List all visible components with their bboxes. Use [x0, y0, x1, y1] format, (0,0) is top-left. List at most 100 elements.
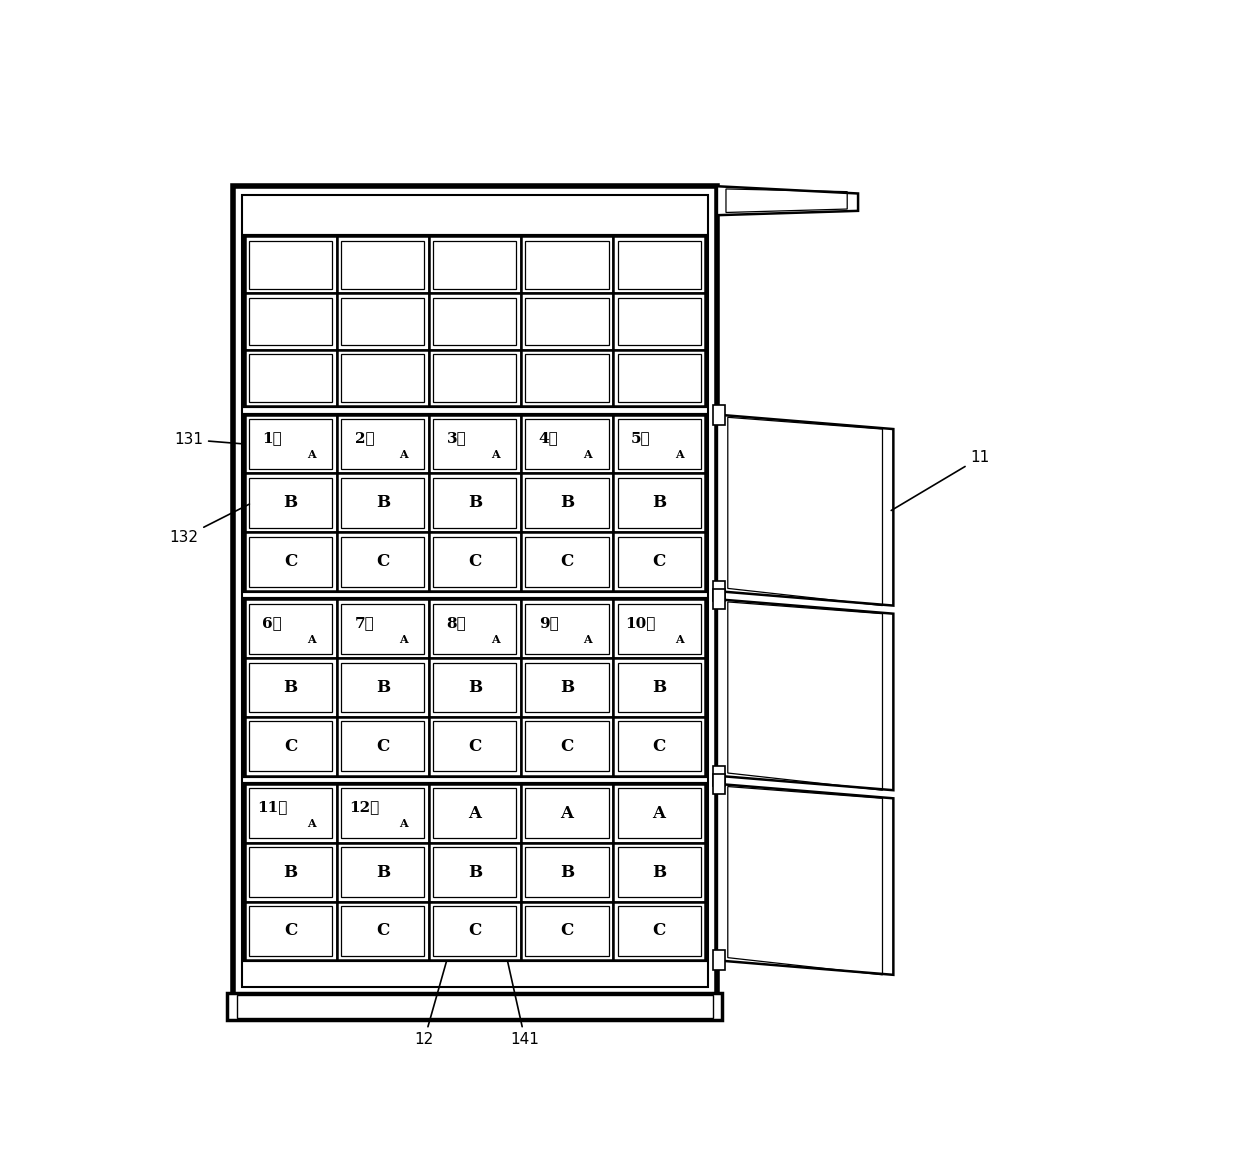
Bar	[713, 582, 725, 602]
Text: 11月: 11月	[257, 800, 288, 814]
Bar	[249, 478, 332, 528]
Bar	[618, 419, 701, 469]
Bar	[337, 784, 429, 842]
Bar	[249, 906, 332, 955]
Bar	[337, 415, 429, 474]
Text: A: A	[306, 818, 315, 830]
Bar	[227, 993, 723, 1020]
Bar	[248, 787, 702, 956]
Bar	[526, 297, 609, 345]
Bar	[618, 604, 701, 653]
Bar	[337, 717, 429, 776]
Bar	[341, 355, 424, 402]
Bar	[526, 419, 609, 469]
Text: 10月: 10月	[625, 616, 656, 630]
Bar	[244, 415, 337, 474]
Bar	[244, 236, 337, 293]
Bar	[613, 599, 706, 658]
Text: C: C	[652, 553, 666, 570]
Bar	[429, 350, 521, 407]
Text: 3月: 3月	[446, 431, 466, 445]
Text: C: C	[560, 738, 574, 754]
Text: A: A	[583, 633, 591, 645]
Text: C: C	[652, 738, 666, 754]
Text: A: A	[306, 449, 315, 461]
Bar	[433, 906, 516, 955]
Text: A: A	[675, 449, 683, 461]
Text: 132: 132	[170, 504, 249, 545]
Bar	[526, 537, 609, 586]
Bar	[429, 293, 521, 350]
Polygon shape	[717, 186, 858, 215]
Bar	[244, 658, 337, 717]
Text: B: B	[376, 864, 389, 880]
Bar	[249, 663, 332, 712]
Bar	[337, 293, 429, 350]
Bar	[242, 195, 708, 987]
Bar	[521, 236, 613, 293]
Bar	[526, 241, 609, 289]
Bar	[713, 951, 725, 971]
Bar	[618, 241, 701, 289]
Polygon shape	[717, 784, 893, 975]
Bar	[233, 186, 717, 996]
Text: 1月: 1月	[263, 431, 283, 445]
Text: B: B	[652, 495, 666, 511]
Bar	[613, 532, 706, 591]
Bar	[244, 599, 337, 658]
Bar	[341, 847, 424, 897]
Bar	[244, 599, 706, 776]
Text: B: B	[284, 864, 298, 880]
Text: C: C	[376, 738, 389, 754]
Bar	[244, 474, 337, 532]
Bar	[341, 906, 424, 955]
Text: B: B	[284, 495, 298, 511]
Bar	[713, 589, 725, 609]
Text: C: C	[284, 922, 298, 940]
Bar	[526, 355, 609, 402]
Polygon shape	[717, 415, 893, 605]
Bar	[713, 404, 725, 424]
Text: A: A	[491, 449, 500, 461]
Bar	[244, 350, 337, 407]
Text: B: B	[467, 679, 482, 696]
Bar	[521, 658, 613, 717]
Bar	[341, 297, 424, 345]
Text: 12: 12	[414, 961, 446, 1047]
Bar	[613, 236, 706, 293]
Bar	[429, 599, 521, 658]
Text: A: A	[399, 818, 408, 830]
Bar	[521, 415, 613, 474]
Bar	[429, 842, 521, 901]
Text: C: C	[469, 922, 481, 940]
Bar	[433, 355, 516, 402]
Bar	[521, 842, 613, 901]
Bar	[613, 717, 706, 776]
Bar	[237, 995, 713, 1018]
Bar	[433, 721, 516, 771]
Text: 11: 11	[892, 450, 990, 510]
Text: C: C	[376, 553, 389, 570]
Text: 131: 131	[174, 432, 242, 446]
Text: B: B	[467, 864, 482, 880]
Bar	[613, 784, 706, 842]
Bar	[249, 537, 332, 586]
Bar	[249, 721, 332, 771]
Bar	[244, 415, 706, 591]
Bar	[521, 293, 613, 350]
Bar	[613, 350, 706, 407]
Text: B: B	[376, 679, 389, 696]
Bar	[244, 784, 337, 842]
Text: B: B	[652, 679, 666, 696]
Bar	[244, 842, 337, 901]
Bar	[618, 355, 701, 402]
Bar	[613, 415, 706, 474]
Bar	[337, 350, 429, 407]
Text: 2月: 2月	[355, 431, 374, 445]
Text: C: C	[560, 922, 574, 940]
Bar	[521, 717, 613, 776]
Bar	[341, 419, 424, 469]
Bar	[429, 415, 521, 474]
Text: A: A	[306, 633, 315, 645]
Bar	[429, 784, 521, 842]
